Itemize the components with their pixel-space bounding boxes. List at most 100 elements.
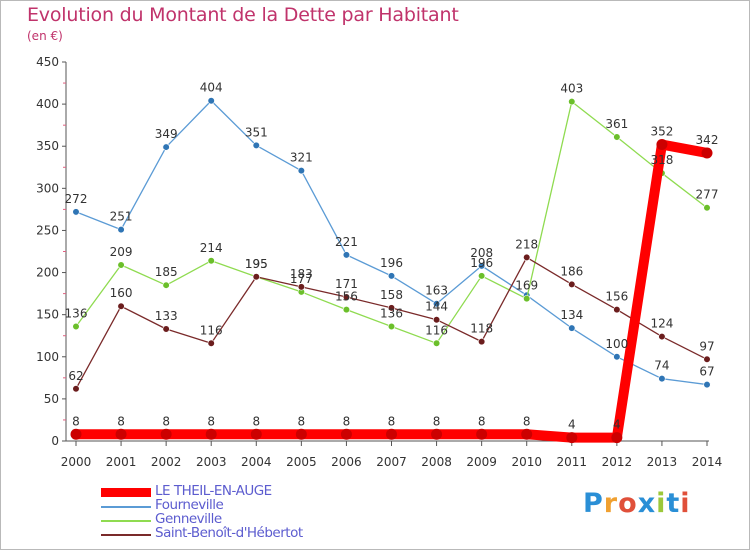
data-point-fourneville	[703, 380, 711, 389]
data-label-le-theil-en-auge: 8	[478, 414, 486, 428]
y-tick-label: 250	[36, 223, 59, 237]
y-tick-label: 200	[36, 266, 59, 280]
data-label-genneville: 169	[515, 279, 538, 293]
data-point-fourneville	[252, 141, 260, 149]
data-label-le-theil-en-auge: 8	[343, 414, 351, 428]
data-label-le-theil-en-auge: 8	[433, 414, 441, 428]
y-tick-label: 50	[44, 392, 59, 406]
data-point-saint-benoit-d-hebertot	[568, 280, 576, 288]
data-point-le-theil-en-auge	[656, 139, 668, 151]
data-label-genneville: 195	[245, 257, 268, 271]
data-point-genneville	[703, 204, 711, 212]
x-tick-label: 2004	[241, 455, 272, 469]
data-label-genneville: 361	[605, 117, 628, 131]
data-point-le-theil-en-auge	[386, 428, 397, 440]
data-label-genneville: 156	[335, 290, 358, 304]
data-label-fourneville: 349	[155, 127, 178, 141]
data-point-le-theil-en-auge	[701, 147, 713, 159]
x-tick-label: 2008	[421, 455, 452, 469]
data-label-saint-benoit-d-hebertot: 62	[68, 369, 83, 383]
data-label-genneville: 116	[425, 323, 448, 337]
data-point-fourneville	[117, 226, 125, 234]
data-label-fourneville: 221	[335, 235, 358, 249]
data-point-genneville	[387, 322, 396, 331]
data-point-le-theil-en-auge	[70, 428, 82, 440]
data-point-le-theil-en-auge	[115, 428, 127, 440]
data-label-genneville: 214	[200, 241, 223, 255]
data-label-saint-benoit-d-hebertot: 160	[110, 286, 133, 300]
data-label-saint-benoit-d-hebertot: 144	[425, 300, 448, 314]
data-label-le-theil-en-auge: 8	[117, 414, 125, 428]
data-point-fourneville	[478, 262, 486, 270]
data-label-fourneville: 67	[699, 365, 714, 379]
data-label-saint-benoit-d-hebertot: 133	[155, 309, 178, 323]
data-label-genneville: 318	[650, 153, 673, 167]
data-label-fourneville: 100	[605, 337, 628, 351]
data-label-saint-benoit-d-hebertot: 156	[605, 290, 628, 304]
logo-letter: i	[656, 488, 667, 519]
data-point-saint-benoit-d-hebertot	[162, 325, 170, 333]
data-label-genneville: 403	[560, 82, 583, 96]
data-point-genneville	[523, 295, 531, 303]
x-tick-label: 2001	[106, 455, 137, 469]
data-label-fourneville: 163	[425, 284, 448, 298]
y-tick-label: 0	[51, 434, 59, 448]
data-point-fourneville	[613, 353, 621, 361]
data-point-le-theil-en-auge	[431, 428, 443, 440]
logo-letter: P	[583, 488, 604, 519]
x-tick-label: 2013	[647, 455, 678, 469]
logo-letter: t	[666, 488, 681, 519]
data-label-genneville: 136	[380, 306, 403, 320]
data-label-genneville: 196	[470, 256, 493, 270]
data-label-saint-benoit-d-hebertot: 183	[290, 267, 313, 281]
x-tick-label: 2006	[331, 455, 362, 469]
data-label-le-theil-en-auge: 8	[162, 414, 170, 428]
data-label-saint-benoit-d-hebertot: 124	[650, 317, 673, 331]
data-label-le-theil-en-auge: 8	[523, 414, 531, 428]
data-label-saint-benoit-d-hebertot: 118	[470, 322, 493, 336]
data-point-genneville	[117, 261, 125, 269]
data-label-le-theil-en-auge: 8	[298, 414, 306, 428]
data-point-fourneville	[72, 208, 80, 216]
data-point-genneville	[613, 133, 621, 141]
data-point-fourneville	[162, 143, 170, 151]
x-tick-label: 2012	[602, 455, 633, 469]
x-tick-label: 2002	[151, 455, 182, 469]
data-point-saint-benoit-d-hebertot	[703, 355, 711, 363]
logo-letter: o	[618, 488, 638, 519]
logo-letter: x	[637, 488, 657, 519]
x-tick-label: 2000	[61, 455, 92, 469]
data-point-le-theil-en-auge	[566, 432, 578, 444]
data-point-le-theil-en-auge	[205, 428, 217, 440]
data-point-saint-benoit-d-hebertot	[523, 253, 531, 261]
data-point-genneville	[162, 281, 170, 289]
data-point-fourneville	[568, 324, 576, 332]
legend-label: Fourneville	[155, 497, 224, 513]
x-tick-label: 2005	[286, 455, 317, 469]
data-point-saint-benoit-d-hebertot	[297, 283, 305, 291]
y-tick-label: 350	[36, 139, 59, 153]
data-label-saint-benoit-d-hebertot: 218	[515, 237, 538, 251]
data-point-le-theil-en-auge	[521, 428, 533, 440]
x-tick-label: 2009	[466, 455, 497, 469]
data-point-le-theil-en-auge	[295, 428, 307, 440]
data-point-fourneville	[432, 300, 441, 308]
y-tick-label: 150	[36, 308, 59, 322]
x-tick-label: 2003	[196, 455, 227, 469]
data-label-fourneville: 208	[470, 246, 493, 260]
legend-label: Saint-Benoît-d'Hébertot	[155, 525, 303, 541]
y-tick-label: 100	[36, 350, 59, 364]
data-label-genneville: 277	[696, 188, 719, 202]
data-label-saint-benoit-d-hebertot: 171	[335, 277, 358, 291]
data-label-fourneville: 321	[290, 151, 313, 165]
legend-swatch	[101, 506, 151, 508]
x-tick-label: 2007	[376, 455, 407, 469]
data-point-genneville	[568, 97, 576, 106]
data-label-fourneville: 74	[654, 359, 669, 373]
data-label-le-theil-en-auge: 342	[696, 133, 719, 147]
x-tick-label: 2010	[511, 455, 542, 469]
data-point-saint-benoit-d-hebertot	[207, 339, 215, 347]
data-point-saint-benoit-d-hebertot	[613, 306, 621, 314]
data-point-le-theil-en-auge	[160, 428, 172, 440]
